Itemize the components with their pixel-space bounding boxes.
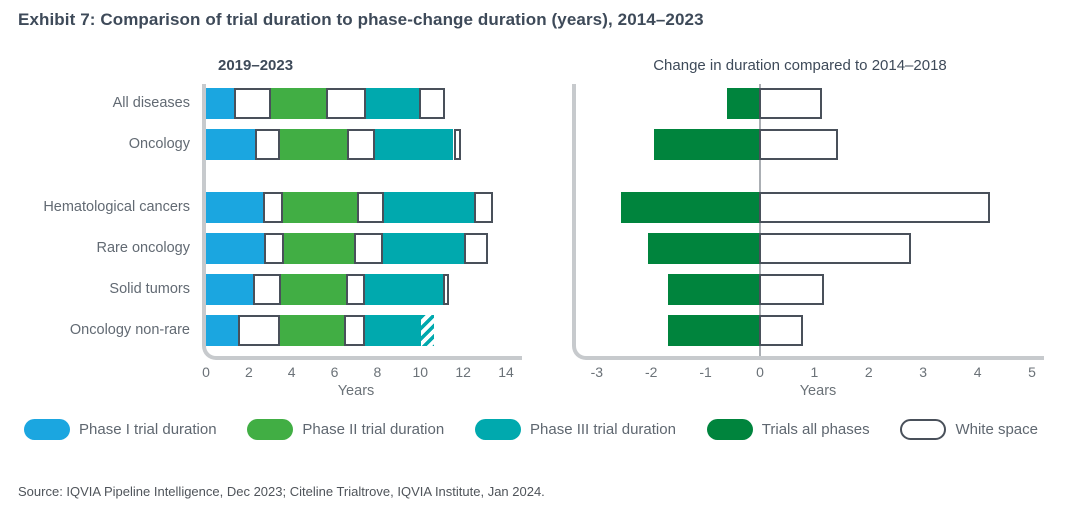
x-tick: 0	[756, 364, 764, 380]
bar-segment-white	[263, 232, 285, 264]
bar-segment-allphases	[648, 232, 760, 264]
legend-item-white: White space	[900, 418, 1038, 440]
x-tick: 4	[287, 364, 296, 380]
x-tick: 2	[244, 364, 253, 380]
category-label: Oncology non-rare	[69, 321, 190, 338]
bar-segment-white	[759, 314, 803, 346]
bar-segment-white	[442, 273, 450, 305]
bar-segment-phase3	[365, 88, 420, 119]
left-x-axis-label: Years	[337, 383, 375, 399]
legend-swatch-phase3	[475, 418, 522, 440]
bar-segment-white	[759, 128, 838, 160]
x-tick: 8	[373, 364, 382, 380]
legend-item-phase2: Phase II trial duration	[247, 418, 445, 440]
legend-item-phase1: Phase I trial duration	[24, 418, 217, 440]
bar-segment-white	[357, 192, 384, 223]
bar-segment-phase1	[206, 232, 264, 264]
bar-segment-white	[344, 314, 365, 346]
x-tick: -2	[644, 364, 658, 380]
category-label: Oncology	[128, 135, 190, 152]
bar-segment-hatch	[421, 314, 435, 346]
bar-segment-white	[262, 192, 284, 223]
source-note: Source: IQVIA Pipeline Intelligence, Dec…	[18, 484, 545, 499]
x-tick: 12	[455, 364, 471, 380]
bar-segment-phase3	[364, 314, 422, 346]
bar-segment-phase1	[206, 273, 254, 305]
x-tick: 14	[498, 364, 514, 380]
bar-segment-white	[255, 128, 280, 160]
legend-swatch-allphases	[706, 418, 753, 440]
bar-segment-white	[346, 273, 365, 305]
x-tick: 6	[330, 364, 339, 380]
bar-segment-white	[347, 128, 376, 160]
bar-segment-phase2	[281, 273, 347, 305]
bar-segment-phase2	[283, 192, 358, 223]
legend-item-phase3: Phase III trial duration	[475, 418, 676, 440]
left-chart-subtitle: 2019–2023	[218, 57, 294, 74]
left-chart-axis	[202, 84, 522, 360]
bar-segment-white	[759, 88, 822, 119]
bar-segment-phase3	[364, 273, 443, 305]
bar-segment-white	[419, 88, 445, 119]
legend-label: Phase I trial duration	[79, 420, 217, 438]
bar-segment-phase1	[206, 192, 263, 223]
bar-segment-white	[253, 273, 281, 305]
legend: Phase I trial duration Phase II trial dur…	[24, 416, 1038, 442]
legend-swatch-phase1	[24, 418, 70, 440]
category-label: Solid tumors	[109, 280, 190, 297]
bar-segment-white	[759, 232, 912, 264]
bar-segment-phase2	[279, 314, 345, 346]
bar-segment-allphases	[667, 314, 760, 346]
right-chart-subtitle: Change in duration compared to 2014–2018	[653, 57, 947, 74]
x-tick: 3	[919, 364, 928, 380]
legend-swatch-white	[900, 418, 947, 440]
x-tick: -1	[699, 364, 712, 380]
x-tick: 2	[864, 364, 873, 380]
legend-label: Trials all phases	[761, 420, 870, 438]
bar-segment-white	[233, 88, 272, 119]
bar-segment-phase3	[383, 192, 474, 223]
bar-segment-phase1	[206, 88, 234, 119]
legend-label: White space	[955, 420, 1038, 438]
exhibit-title: Exhibit 7: Comparison of trial duration …	[18, 10, 704, 29]
right-chart-axis	[572, 84, 1044, 360]
bar-segment-allphases	[727, 88, 760, 119]
bar-segment-white	[759, 192, 991, 223]
x-tick: -3	[590, 364, 604, 380]
x-tick: 1	[810, 364, 819, 380]
category-label: Hematological cancers	[43, 199, 190, 215]
bar-segment-phase2	[271, 88, 326, 119]
legend-label: Phase II trial duration	[302, 420, 445, 438]
bar-segment-white	[473, 192, 494, 223]
bar-segment-phase1	[206, 128, 256, 160]
legend-swatch-phase2	[247, 418, 294, 440]
category-label: Rare oncology	[96, 239, 191, 256]
bar-segment-phase2	[284, 232, 354, 264]
bar-segment-white	[238, 314, 280, 346]
bar-segment-phase3	[382, 232, 465, 264]
category-label: All diseases	[112, 95, 190, 111]
legend-item-allphases: Trials all phases	[706, 418, 870, 440]
bar-segment-white	[353, 232, 383, 264]
bar-segment-allphases	[653, 128, 760, 160]
bar-segment-phase3	[375, 128, 454, 160]
bar-segment-white	[759, 273, 825, 305]
bar-segment-allphases	[667, 273, 760, 305]
x-tick: 0	[202, 364, 210, 380]
x-tick: 5	[1028, 364, 1036, 380]
x-tick: 10	[412, 364, 429, 380]
bar-segment-white	[453, 128, 461, 160]
legend-label: Phase III trial duration	[530, 420, 676, 438]
x-tick: 4	[973, 364, 982, 380]
right-x-axis-label: Years	[799, 383, 837, 399]
bar-segment-allphases	[621, 192, 760, 223]
bar-segment-white	[326, 88, 366, 119]
bar-segment-phase2	[279, 128, 348, 160]
bar-segment-white	[464, 232, 488, 264]
bar-segment-phase1	[206, 314, 239, 346]
